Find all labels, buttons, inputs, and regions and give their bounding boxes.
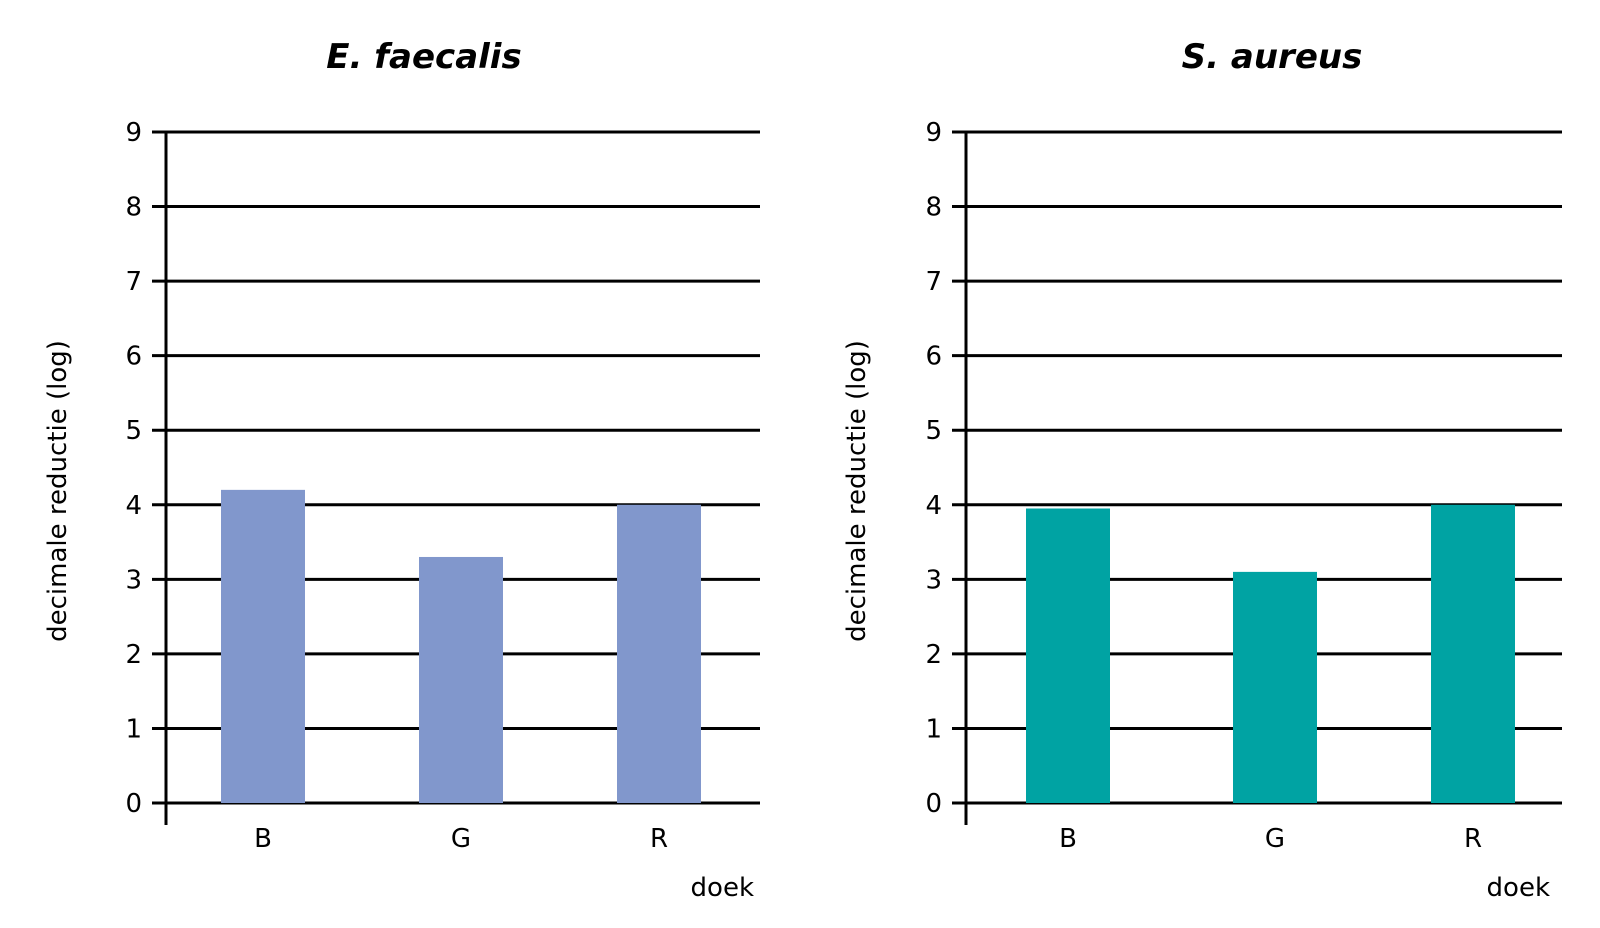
y-tick-label: 7 [125, 267, 142, 297]
x-tick-label: R [650, 824, 668, 854]
y-tick-label: 2 [125, 640, 142, 670]
y-axis-label: decimale reductie (log) [43, 340, 73, 642]
y-ticks: 0 1 2 3 4 5 6 7 8 9 [925, 118, 942, 819]
bars [1026, 504, 1515, 803]
chart-title: S. aureus [1182, 37, 1363, 77]
y-tick-label: 8 [925, 193, 942, 223]
y-tick-label: 5 [125, 416, 142, 446]
x-tick-label: G [451, 824, 471, 854]
bar-g [1233, 571, 1317, 803]
y-tick-label: 1 [925, 714, 942, 744]
bar-r [617, 504, 701, 803]
y-tick-label: 1 [125, 714, 142, 744]
y-tick-label: 5 [925, 416, 942, 446]
y-tick-label: 3 [125, 565, 142, 595]
x-tick-label: G [1265, 824, 1285, 854]
bar-r [1431, 504, 1515, 803]
x-tick-label: B [254, 824, 272, 854]
bar-b [221, 489, 305, 803]
y-tick-label: 2 [925, 640, 942, 670]
y-tick-label: 6 [125, 342, 142, 372]
bar-g [419, 556, 503, 803]
chart-s-aureus: S. aureus 0 1 2 3 4 5 6 7 8 9 B G R decimale reduct… [842, 37, 1562, 903]
bar-b [1026, 508, 1110, 803]
x-axis-label: doek [691, 873, 754, 903]
y-tick-label: 8 [125, 193, 142, 223]
y-axis-label: decimale reductie (log) [842, 340, 872, 642]
bars [221, 489, 701, 803]
y-tick-label: 6 [925, 342, 942, 372]
chart-e-faecalis: E. faecalis 0 1 2 3 4 5 6 7 8 9 B G R decimale redu… [43, 37, 760, 903]
y-tick-label: 3 [925, 565, 942, 595]
y-tick-label: 9 [125, 118, 142, 148]
chart-title: E. faecalis [326, 37, 521, 77]
y-ticks: 0 1 2 3 4 5 6 7 8 9 [125, 118, 142, 819]
y-tick-label: 4 [125, 491, 142, 521]
y-tick-label: 7 [925, 267, 942, 297]
x-tick-label: R [1464, 824, 1482, 854]
y-tick-label: 4 [925, 491, 942, 521]
x-tick-label: B [1059, 824, 1077, 854]
y-tick-label: 0 [125, 789, 142, 819]
y-tick-label: 9 [925, 118, 942, 148]
x-axis-label: doek [1487, 873, 1550, 903]
y-tick-label: 0 [925, 789, 942, 819]
